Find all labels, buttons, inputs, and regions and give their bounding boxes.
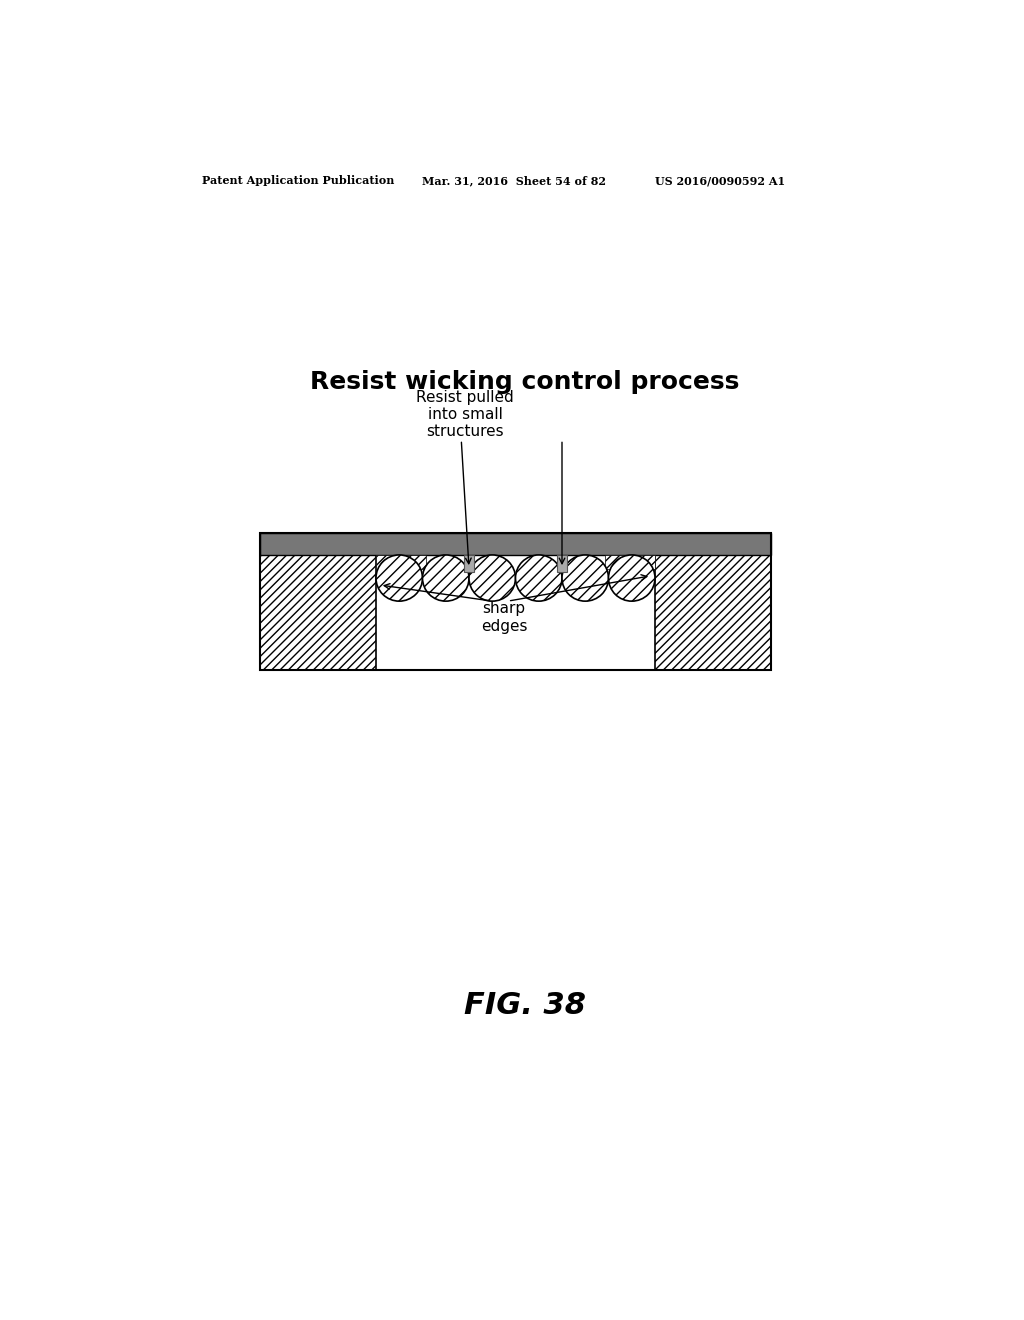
Circle shape — [515, 554, 562, 601]
Text: Patent Application Publication: Patent Application Publication — [202, 176, 394, 186]
Bar — [655, 554, 771, 671]
Text: US 2016/0090592 A1: US 2016/0090592 A1 — [655, 176, 785, 186]
Circle shape — [562, 554, 608, 601]
Circle shape — [608, 554, 655, 601]
Text: FIG. 38: FIG. 38 — [464, 991, 586, 1020]
Bar — [260, 554, 376, 671]
Bar — [605, 554, 655, 569]
Text: sharp
edges: sharp edges — [480, 601, 527, 634]
Bar — [260, 533, 771, 671]
Bar — [260, 533, 771, 554]
Bar — [376, 554, 426, 569]
Text: Mar. 31, 2016  Sheet 54 of 82: Mar. 31, 2016 Sheet 54 of 82 — [423, 176, 606, 186]
Text: Resist pulled
into small
structures: Resist pulled into small structures — [416, 389, 514, 440]
Circle shape — [469, 554, 515, 601]
Circle shape — [423, 554, 469, 601]
Text: Resist wicking control process: Resist wicking control process — [310, 370, 739, 393]
Bar — [464, 554, 474, 572]
Circle shape — [376, 554, 423, 601]
Bar — [557, 554, 566, 572]
